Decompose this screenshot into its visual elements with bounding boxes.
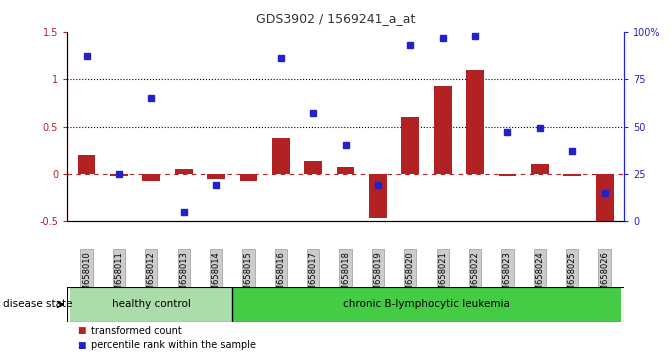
Text: GSM658010: GSM658010 — [82, 251, 91, 302]
Text: GSM658016: GSM658016 — [276, 251, 285, 302]
Bar — [70, 287, 232, 322]
Bar — [401, 117, 419, 174]
Bar — [337, 167, 354, 174]
Text: GSM658020: GSM658020 — [406, 251, 415, 302]
Bar — [78, 155, 95, 174]
Bar — [272, 138, 290, 174]
Text: GDS3902 / 1569241_a_at: GDS3902 / 1569241_a_at — [256, 12, 415, 25]
Bar — [207, 174, 225, 179]
Text: GSM658019: GSM658019 — [374, 251, 382, 302]
Bar — [531, 164, 549, 174]
Bar — [142, 174, 160, 181]
Text: GSM658012: GSM658012 — [147, 251, 156, 302]
Bar — [369, 174, 387, 218]
Bar — [304, 161, 322, 174]
Text: GSM658026: GSM658026 — [600, 251, 609, 302]
Text: GSM658017: GSM658017 — [309, 251, 317, 302]
Text: GSM658025: GSM658025 — [568, 251, 576, 302]
Text: GSM658022: GSM658022 — [470, 251, 480, 302]
Text: GSM658018: GSM658018 — [341, 251, 350, 302]
Text: chronic B-lymphocytic leukemia: chronic B-lymphocytic leukemia — [343, 299, 510, 309]
Text: GSM658015: GSM658015 — [244, 251, 253, 302]
Text: GSM658024: GSM658024 — [535, 251, 544, 302]
Text: healthy control: healthy control — [112, 299, 191, 309]
Bar — [433, 86, 452, 174]
Text: GSM658011: GSM658011 — [115, 251, 123, 302]
Text: GSM658013: GSM658013 — [179, 251, 188, 302]
Text: disease state: disease state — [3, 299, 73, 309]
Bar — [110, 174, 127, 176]
Bar — [466, 70, 484, 174]
Text: ■: ■ — [77, 326, 86, 335]
Text: GSM658014: GSM658014 — [211, 251, 221, 302]
Text: percentile rank within the sample: percentile rank within the sample — [91, 340, 256, 350]
Text: transformed count: transformed count — [91, 326, 181, 336]
Bar — [232, 287, 621, 322]
Text: ■: ■ — [77, 341, 86, 350]
Bar — [596, 174, 613, 225]
Bar — [240, 174, 258, 181]
Bar — [174, 169, 193, 174]
Bar — [499, 174, 517, 176]
Text: GSM658021: GSM658021 — [438, 251, 447, 302]
Text: GSM658023: GSM658023 — [503, 251, 512, 302]
Bar — [564, 174, 581, 176]
